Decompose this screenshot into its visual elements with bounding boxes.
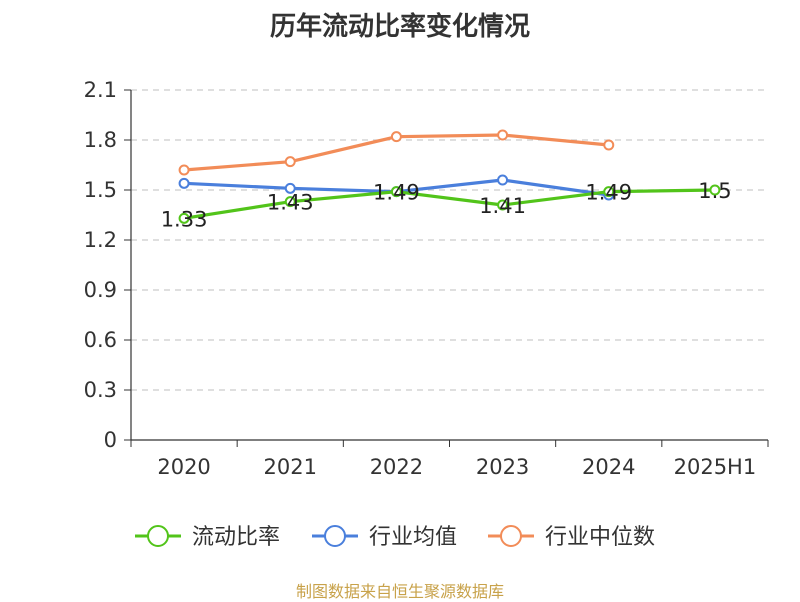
series-line-0 bbox=[182, 188, 717, 220]
legend-label: 流动比率 bbox=[192, 525, 280, 550]
data-point bbox=[178, 164, 190, 176]
x-tick-label: 2020 bbox=[157, 455, 210, 479]
x-tick-label: 2025H1 bbox=[674, 455, 757, 479]
y-tick-label: 0.3 bbox=[84, 378, 117, 402]
legend-marker bbox=[324, 525, 346, 547]
data-label: 1.49 bbox=[373, 181, 420, 205]
series-group bbox=[178, 129, 721, 224]
chart-title: 历年流动比率变化情况 bbox=[269, 12, 530, 42]
data-label: 1.41 bbox=[479, 194, 526, 218]
y-tick-label: 1.8 bbox=[84, 128, 117, 152]
y-tick-label: 1.5 bbox=[84, 178, 117, 202]
x-tick-label: 2023 bbox=[476, 455, 529, 479]
data-point bbox=[497, 199, 509, 211]
y-tick-label: 1.2 bbox=[84, 228, 117, 252]
data-point bbox=[284, 156, 296, 168]
data-point bbox=[709, 184, 721, 196]
y-tick-label: 0.6 bbox=[84, 328, 117, 352]
data-point bbox=[284, 196, 296, 208]
legend-marker bbox=[500, 525, 522, 547]
data-source-note: 制图数据来自恒生聚源数据库 bbox=[295, 582, 504, 601]
x-tick-label: 2022 bbox=[370, 455, 423, 479]
data-label: 1.33 bbox=[161, 207, 208, 231]
data-label: 1.43 bbox=[267, 191, 314, 215]
data-labels: 1.33 1.43 1.49 1.41 1.49 1.5 bbox=[161, 179, 732, 231]
data-point bbox=[178, 212, 190, 224]
data-point bbox=[603, 139, 615, 151]
data-point bbox=[497, 129, 509, 141]
data-point bbox=[178, 177, 190, 189]
y-tick-label: 0.9 bbox=[84, 278, 117, 302]
data-label: 1.5 bbox=[698, 179, 731, 203]
data-point bbox=[390, 186, 402, 198]
y-tick-label: 0 bbox=[104, 428, 117, 452]
data-point bbox=[497, 174, 509, 186]
x-tick-label: 2024 bbox=[582, 455, 635, 479]
data-point bbox=[390, 131, 402, 143]
x-tick-label: 2021 bbox=[264, 455, 317, 479]
legend: 流动比率 行业均值 行业中位数 bbox=[135, 525, 655, 550]
legend-label: 行业均值 bbox=[369, 525, 457, 550]
axes: 0 0.3 0.6 0.9 1.2 1.5 1.8 2.1 2020 2021 2022 2023 20… bbox=[84, 78, 769, 479]
y-tick-label: 2.1 bbox=[84, 78, 117, 102]
data-label: 1.49 bbox=[585, 181, 632, 205]
data-point bbox=[284, 182, 296, 194]
legend-marker bbox=[147, 525, 169, 547]
data-point bbox=[603, 186, 615, 198]
legend-label: 行业中位数 bbox=[545, 525, 655, 550]
